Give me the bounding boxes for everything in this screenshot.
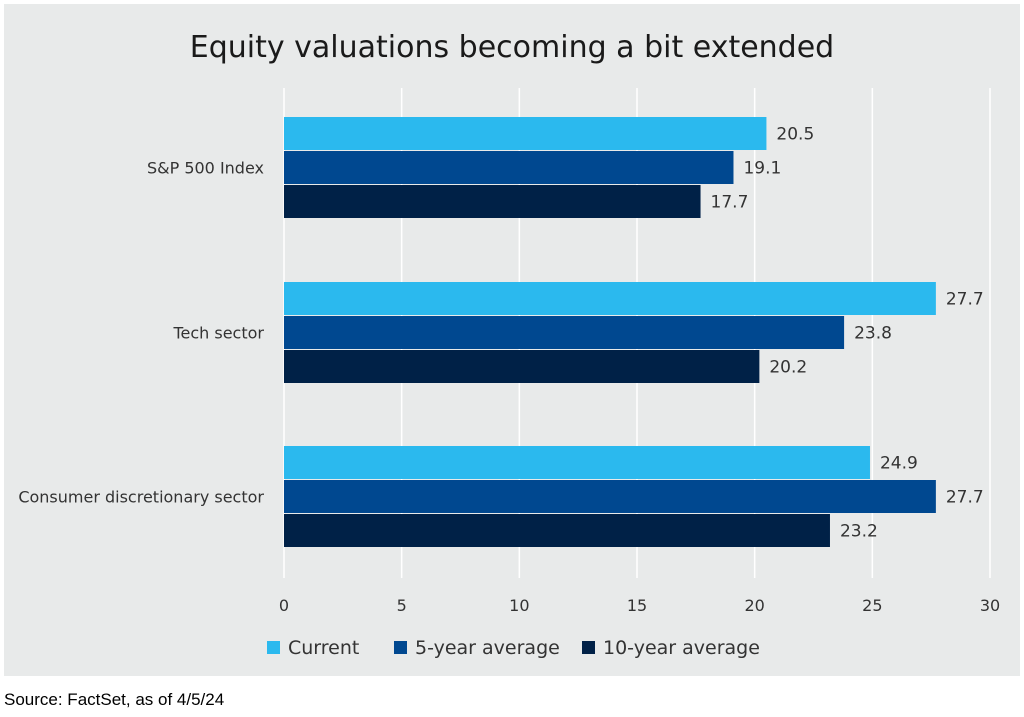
x-tick-label: 5 xyxy=(397,596,407,615)
value-label: 19.1 xyxy=(743,159,781,179)
bar xyxy=(284,480,936,513)
value-label: 17.7 xyxy=(711,193,749,213)
value-label: 20.2 xyxy=(769,358,807,378)
category-label: S&P 500 Index xyxy=(147,159,264,178)
legend-label: 5-year average xyxy=(415,637,560,659)
bar xyxy=(284,514,830,547)
x-tick-label: 15 xyxy=(627,596,647,615)
bar xyxy=(284,350,760,383)
bar xyxy=(284,316,845,349)
bars xyxy=(284,117,936,547)
x-tick-label: 20 xyxy=(744,596,764,615)
value-label: 27.7 xyxy=(946,290,984,310)
x-tick-label: 10 xyxy=(509,596,529,615)
value-labels: 20.5 19.1 17.7 27.7 23.8 20.2 24.9 27.7 23.2 xyxy=(711,125,984,542)
category-labels: S&P 500 Index Tech sector Consumer discret… xyxy=(18,159,264,507)
legend-swatch xyxy=(394,641,407,654)
legend-swatch xyxy=(582,641,595,654)
bar-chart: Equity valuations becoming a bit extende… xyxy=(18,30,1000,659)
bar xyxy=(284,151,734,184)
bar xyxy=(284,446,870,479)
value-label: 23.8 xyxy=(854,324,892,344)
x-tick-label: 25 xyxy=(862,596,882,615)
bar xyxy=(284,185,701,218)
legend: Current 5-year average 10-year average xyxy=(267,637,760,659)
value-label: 27.7 xyxy=(946,488,984,508)
bar xyxy=(284,282,936,315)
legend-label: 10-year average xyxy=(603,637,760,659)
chart-title: Equity valuations becoming a bit extende… xyxy=(190,30,834,65)
x-tick-label: 30 xyxy=(980,596,1000,615)
category-label: Tech sector xyxy=(172,324,264,343)
x-tick-label: 0 xyxy=(279,596,289,615)
value-label: 24.9 xyxy=(880,454,918,474)
bar xyxy=(284,117,767,150)
source-note: Source: FactSet, as of 4/5/24 xyxy=(4,690,225,709)
chart-panel: Equity valuations becoming a bit extende… xyxy=(4,4,1020,676)
value-label: 23.2 xyxy=(840,522,878,542)
legend-swatch xyxy=(267,641,280,654)
category-label: Consumer discretionary sector xyxy=(18,488,264,507)
legend-label: Current xyxy=(288,637,359,659)
value-label: 20.5 xyxy=(776,125,814,145)
x-axis-ticks: 0 5 10 15 20 25 30 xyxy=(279,596,1000,615)
